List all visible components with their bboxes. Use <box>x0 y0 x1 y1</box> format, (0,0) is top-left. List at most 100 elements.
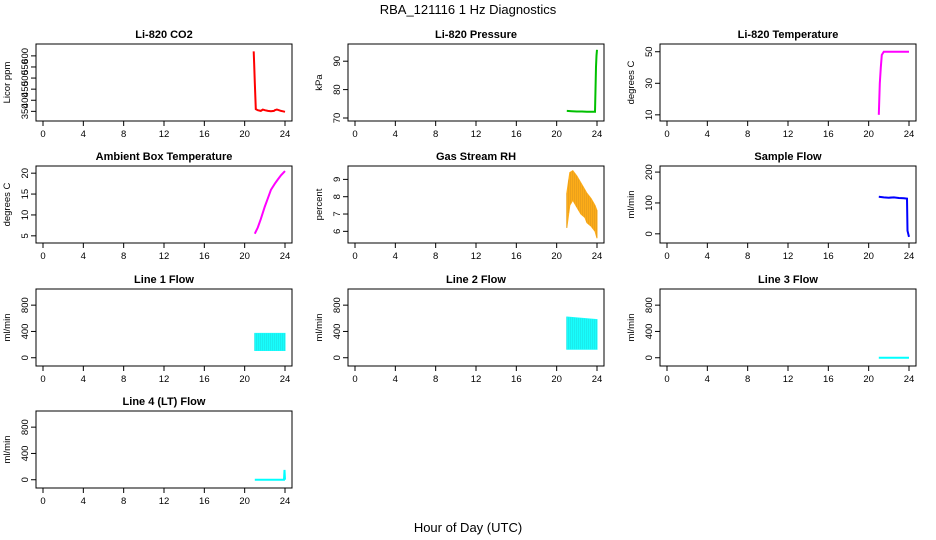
y-tick-label: 350 <box>20 103 31 119</box>
x-tick-label: 16 <box>199 251 210 262</box>
y-axis-label: ml/min <box>626 314 637 342</box>
x-tick-label: 8 <box>433 251 438 262</box>
x-tick-label: 12 <box>471 251 482 262</box>
panel-title: Gas Stream RH <box>436 151 516 163</box>
x-tick-label: 8 <box>121 129 126 140</box>
panel-title: Sample Flow <box>754 151 822 163</box>
y-tick-label: 450 <box>20 81 31 97</box>
y-tick-label: 30 <box>644 78 655 89</box>
x-tick-label: 24 <box>280 129 291 140</box>
y-tick-label: 500 <box>20 70 31 86</box>
panel-6: Sample Flow 0 4 8 12 16 20 24 0 100 200 ml/min <box>626 151 917 262</box>
y-tick-label: 400 <box>332 324 343 340</box>
x-tick-label: 24 <box>280 496 291 507</box>
x-tick-label: 24 <box>904 251 915 262</box>
x-tick-label: 16 <box>823 129 834 140</box>
x-tick-label: 4 <box>393 374 398 385</box>
y-tick-label: 80 <box>332 84 343 95</box>
x-tick-label: 4 <box>81 374 86 385</box>
x-tick-label: 0 <box>40 129 45 140</box>
y-tick-label: 6 <box>332 229 343 234</box>
y-axis-label: Licor ppm <box>2 62 13 104</box>
series-line <box>878 195 910 238</box>
y-tick-label: 800 <box>20 297 31 313</box>
y-tick-label: 10 <box>20 210 31 221</box>
series-line <box>566 49 598 113</box>
panel-10: Line 4 (LT) Flow 0 4 8 12 16 20 24 0 400 800 ml/min <box>2 396 293 507</box>
panel-3: Li-820 Temperature 0 4 8 12 16 20 24 10 30 50 degre… <box>626 29 917 140</box>
x-tick-label: 0 <box>352 129 357 140</box>
x-tick-label: 4 <box>705 251 710 262</box>
x-tick-label: 24 <box>904 129 915 140</box>
panel-title: Li-820 Temperature <box>738 29 839 41</box>
panel-title: Li-820 CO2 <box>135 29 192 41</box>
y-tick-label: 100 <box>644 195 655 211</box>
y-axis-label: ml/min <box>2 436 13 464</box>
x-tick-label: 16 <box>199 129 210 140</box>
series-line <box>877 50 909 115</box>
x-tick-label: 12 <box>159 129 170 140</box>
panel-8: Line 2 Flow 0 4 8 12 16 20 24 0 400 800 ml/min <box>314 274 605 385</box>
y-axis-label: ml/min <box>314 314 325 342</box>
x-tick-label: 8 <box>745 129 750 140</box>
y-tick-label: 0 <box>20 355 31 360</box>
x-tick-label: 0 <box>40 496 45 507</box>
panel-title: Line 4 (LT) Flow <box>123 396 206 408</box>
panel-title: Line 1 Flow <box>134 274 194 286</box>
y-tick-label: 400 <box>644 324 655 340</box>
x-tick-label: 0 <box>352 374 357 385</box>
x-tick-label: 20 <box>239 374 250 385</box>
series-band <box>566 316 598 350</box>
x-tick-label: 16 <box>823 251 834 262</box>
y-tick-label: 800 <box>20 419 31 435</box>
x-tick-label: 16 <box>823 374 834 385</box>
y-tick-label: 400 <box>20 92 31 108</box>
x-tick-label: 16 <box>511 251 522 262</box>
panel-title: Line 2 Flow <box>446 274 506 286</box>
series-line <box>254 469 286 481</box>
x-tick-label: 0 <box>352 251 357 262</box>
x-tick-label: 12 <box>471 374 482 385</box>
x-tick-label: 20 <box>239 129 250 140</box>
x-axis-label: Hour of Day (UTC) <box>414 520 522 535</box>
plot-frame <box>35 288 293 367</box>
y-tick-label: 0 <box>644 231 655 236</box>
plot-frame <box>35 165 293 244</box>
x-tick-label: 20 <box>551 374 562 385</box>
y-axis-label: percent <box>314 188 325 220</box>
y-tick-label: 20 <box>20 168 31 179</box>
plot-frame <box>659 165 917 244</box>
y-tick-label: 10 <box>644 110 655 121</box>
x-tick-label: 8 <box>433 129 438 140</box>
x-tick-label: 8 <box>745 251 750 262</box>
plot-frame <box>347 165 605 244</box>
series-band <box>254 332 286 351</box>
y-tick-label: 400 <box>20 324 31 340</box>
x-tick-label: 4 <box>393 129 398 140</box>
x-tick-label: 0 <box>664 251 669 262</box>
x-tick-label: 8 <box>121 496 126 507</box>
x-tick-label: 4 <box>705 374 710 385</box>
x-tick-label: 8 <box>121 374 126 385</box>
y-tick-label: 0 <box>20 477 31 482</box>
x-tick-label: 12 <box>783 251 794 262</box>
x-tick-label: 24 <box>904 374 915 385</box>
x-tick-label: 4 <box>705 129 710 140</box>
x-tick-label: 20 <box>551 251 562 262</box>
y-axis-label: degrees C <box>626 60 637 104</box>
y-tick-label: 7 <box>332 211 343 216</box>
y-axis-label: ml/min <box>626 191 637 219</box>
x-tick-label: 8 <box>433 374 438 385</box>
x-tick-label: 20 <box>863 129 874 140</box>
y-axis-label: kPa <box>314 74 325 91</box>
y-axis-label: degrees C <box>2 182 13 226</box>
y-tick-label: 0 <box>644 355 655 360</box>
x-tick-label: 16 <box>199 374 210 385</box>
x-tick-label: 4 <box>81 251 86 262</box>
y-tick-label: 15 <box>20 189 31 200</box>
y-tick-label: 200 <box>644 164 655 180</box>
x-tick-label: 16 <box>199 496 210 507</box>
x-tick-label: 16 <box>511 129 522 140</box>
x-tick-label: 4 <box>393 251 398 262</box>
